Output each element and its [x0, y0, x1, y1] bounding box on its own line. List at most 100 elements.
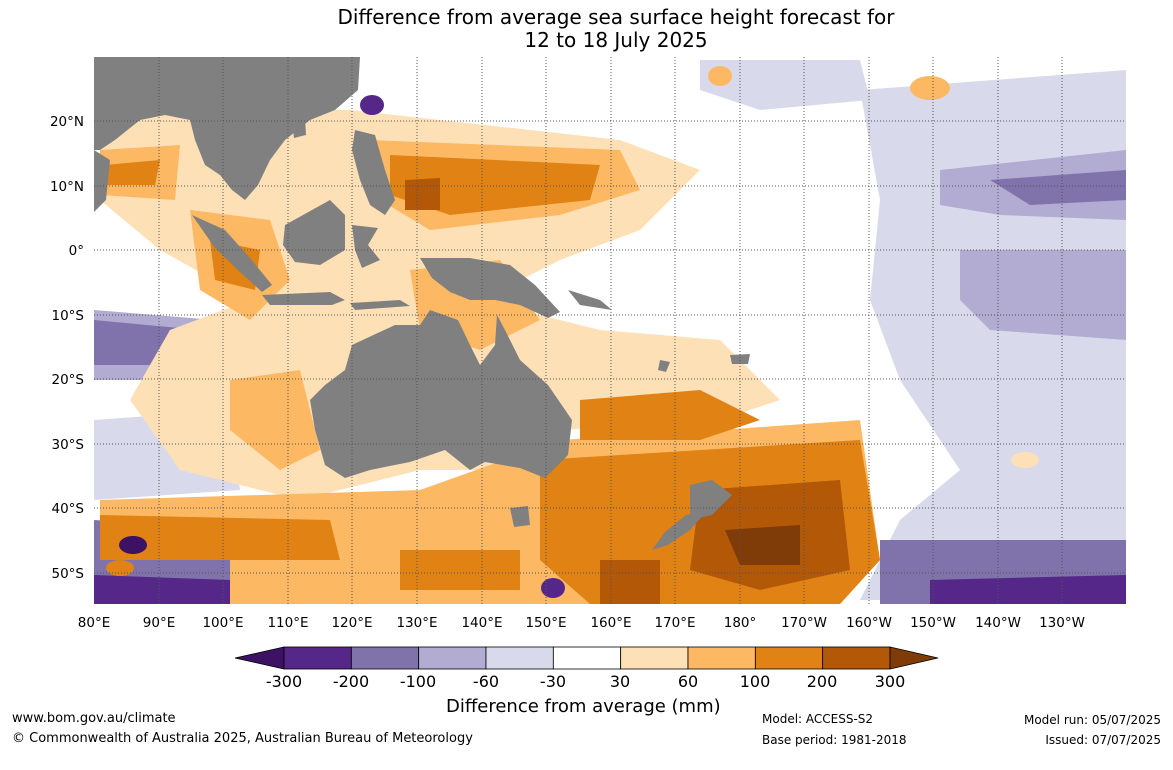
lat-label: 30°S: [52, 437, 85, 453]
land-new-caledonia: [658, 360, 670, 372]
graticule: [94, 57, 1126, 604]
lat-label: 10°S: [52, 308, 85, 324]
anomaly-neg-blob-philippine-sea: [360, 95, 384, 115]
anomaly-field: [94, 60, 1126, 604]
land-new-guinea: [420, 258, 560, 318]
anomaly-neg-blob-south: [541, 578, 565, 598]
lat-label: 0°: [69, 243, 84, 259]
lon-label: 140°W: [975, 615, 1021, 631]
colorbar-tick-label: -100: [400, 672, 436, 691]
land-asia: [94, 57, 360, 200]
colorbar-tick-label: 200: [807, 672, 838, 691]
footer-base-period: Base period: 1981-2018: [762, 733, 907, 747]
lon-label: 170°W: [781, 615, 827, 631]
chart-title-line-2: 12 to 18 July 2025: [524, 28, 708, 52]
anomaly-pos-blob-hawaii: [910, 76, 950, 100]
anomaly-pos-tasman-north: [580, 390, 760, 440]
colorbar-segment: [350, 646, 420, 670]
footer-model-run: Model run: 05/07/2025: [1023, 713, 1161, 727]
anomaly-pos-blob-north: [708, 66, 732, 86]
anomaly-neg-strong-equatorial: [990, 170, 1126, 205]
footer-model: Model: ACCESS-S2: [762, 712, 874, 726]
lat-label: 10°N: [50, 179, 84, 195]
colorbar-tick-labels: -300 -200 -100 -60 -30 30 60 100 200 300: [266, 672, 905, 691]
lon-label: 130°E: [396, 615, 437, 631]
map-panel: [94, 57, 1126, 604]
land-borneo: [283, 200, 345, 265]
land-sulawesi: [352, 225, 380, 268]
colorbar-title: Difference from average (mm): [446, 696, 721, 717]
anomaly-pos-south-australia: [400, 550, 520, 590]
colorbar-tick-label: -200: [333, 672, 369, 691]
land-philippines: [352, 130, 395, 215]
lon-label: 100°E: [202, 615, 243, 631]
anomaly-pos-tasman-peak: [725, 525, 800, 565]
anomaly-pos-warm-pool-peak: [405, 178, 440, 210]
colorbar-segment: [754, 646, 824, 670]
lon-label: 80°E: [78, 615, 110, 631]
lon-label: 170°E: [654, 615, 695, 631]
colorbar-tick-label: 100: [740, 672, 771, 691]
chart-title-line-1: Difference from average sea surface heig…: [337, 5, 895, 29]
lon-label: 160°E: [590, 615, 631, 631]
colorbar-tick-label: -60: [473, 672, 499, 691]
land-india-tip: [94, 150, 110, 212]
anomaly-neg-south-east: [960, 250, 1126, 340]
land-solomons: [568, 290, 612, 310]
colorbar: [234, 646, 939, 670]
anomaly-pos-south-nz: [600, 560, 660, 604]
lon-label: 160°W: [846, 615, 892, 631]
anomaly-pos-warm-pool-strong: [390, 155, 600, 215]
lon-label: 150°E: [525, 615, 566, 631]
anomaly-pos-blob-southwest: [106, 560, 134, 576]
lat-label: 20°N: [50, 114, 84, 130]
lat-label: 50°S: [52, 566, 85, 582]
anomaly-neg-southern-strong: [94, 575, 230, 604]
colorbar-right-arrow: [889, 646, 939, 670]
colorbar-segments: [283, 646, 891, 670]
colorbar-segment: [620, 646, 689, 670]
land-fiji: [730, 354, 750, 364]
colorbar-segment: [485, 646, 554, 670]
land-lesser-sunda: [350, 300, 410, 310]
lon-label: 90°E: [143, 615, 175, 631]
colorbar-tick-label: 300: [875, 672, 906, 691]
land-taiwan: [292, 118, 306, 138]
lon-label: 130°W: [1039, 615, 1085, 631]
lon-label: 140°E: [461, 615, 502, 631]
lon-label: 110°E: [267, 615, 308, 631]
land-australia: [310, 310, 572, 478]
lat-label: 40°S: [52, 501, 85, 517]
colorbar-segment: [283, 646, 352, 670]
footer-issued: Issued: 07/07/2025: [1045, 733, 1161, 747]
land-nz-north-island: [690, 480, 732, 520]
anomaly-pos-west-australia: [230, 370, 320, 470]
lon-label: 150°W: [910, 615, 956, 631]
footer-copyright: © Commonwealth of Australia 2025, Austra…: [12, 731, 473, 746]
colorbar-left-arrow: [234, 646, 285, 670]
colorbar-tick-label: -300: [266, 672, 302, 691]
colorbar-segment: [687, 646, 756, 670]
colorbar-segment: [552, 646, 622, 670]
anomaly-neg-blob-southwest: [119, 536, 147, 554]
footer-website: www.bom.gov.au/climate: [12, 711, 176, 726]
anomaly-neg-southern-east-strong: [930, 575, 1126, 604]
anomaly-neg-north: [700, 60, 870, 110]
land-java: [262, 292, 345, 305]
land-sumatra: [192, 215, 272, 292]
land: [94, 57, 750, 550]
colorbar-segment: [418, 646, 487, 670]
anomaly-pos-blob-southeast: [1011, 452, 1039, 468]
lon-label: 120°E: [331, 615, 372, 631]
colorbar-tick-label: -30: [540, 672, 566, 691]
colorbar-segment: [822, 646, 891, 670]
anomaly-pos-southern-west: [100, 515, 340, 560]
land-nz-south-island: [652, 510, 708, 550]
colorbar-tick-label: 60: [678, 672, 698, 691]
lon-label: 180°: [724, 615, 757, 631]
lat-label: 20°S: [52, 372, 85, 388]
land-tasmania: [510, 506, 530, 527]
lat-axis-labels: 20°N 10°N 0° 10°S 20°S 30°S 40°S 50°S: [50, 114, 84, 582]
anomaly-pos-bay-of-bengal-strong: [105, 160, 160, 185]
